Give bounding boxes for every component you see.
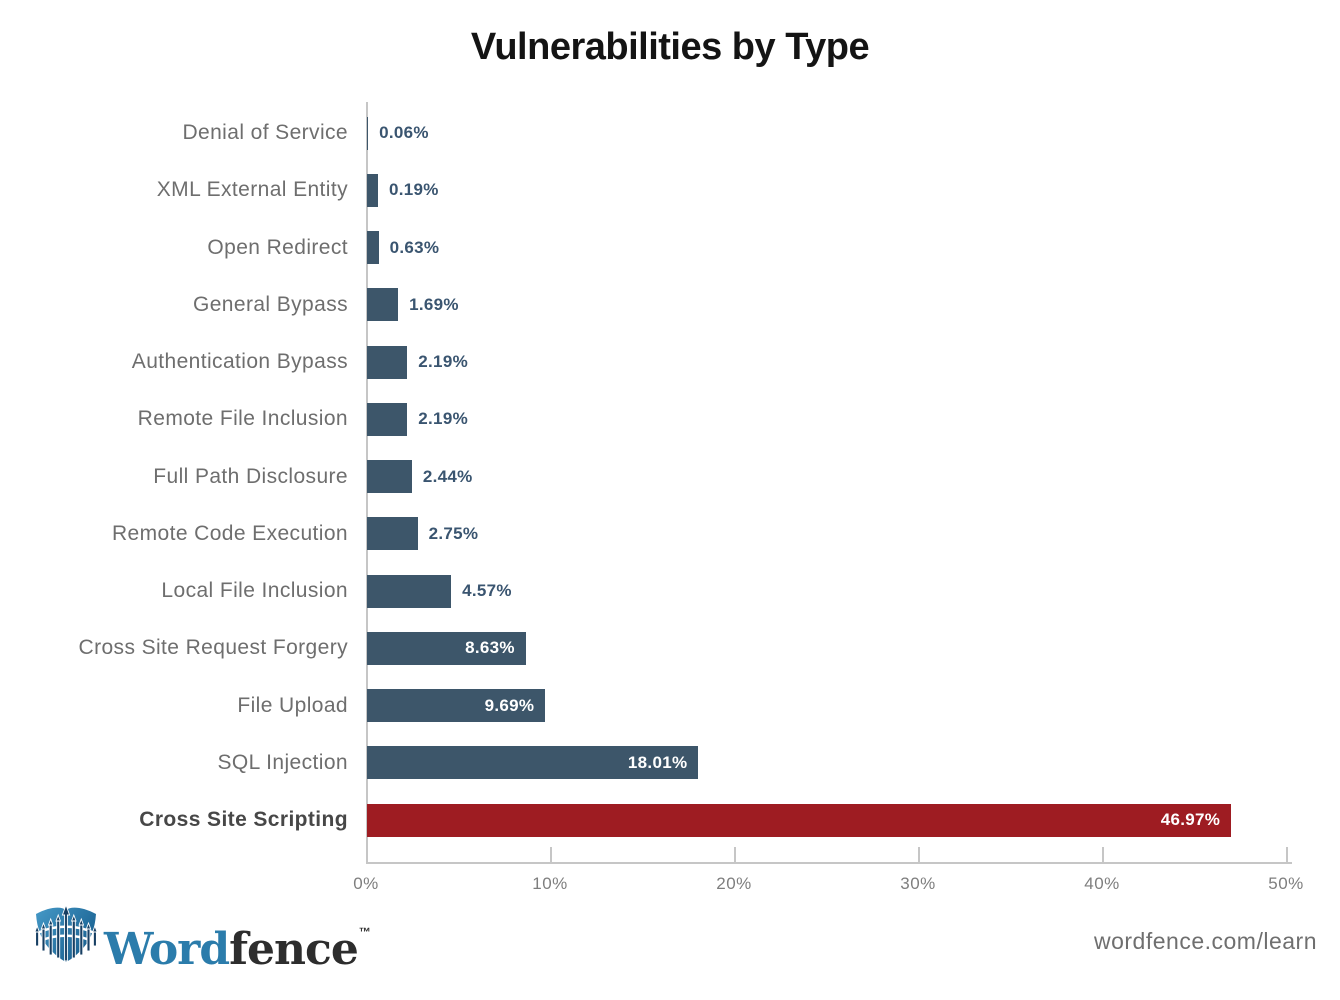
x-tick-label: 20%: [716, 874, 752, 893]
x-tick-label: 40%: [1084, 874, 1120, 893]
bar: [367, 803, 1232, 837]
bar: [367, 517, 418, 551]
category-label: Remote File Inclusion: [137, 407, 348, 431]
value-label: 18.01%: [627, 752, 688, 772]
wordfence-wordmark: Wordfence™: [104, 904, 371, 978]
x-tick-label: 50%: [1268, 874, 1304, 893]
value-label: 2.44%: [422, 466, 473, 486]
value-label: 0.63%: [389, 237, 440, 257]
category-label: Authentication Bypass: [131, 350, 348, 373]
category-label: Open Redirect: [207, 235, 348, 259]
x-tick-label: 0%: [353, 874, 379, 893]
x-tick: [550, 847, 552, 862]
wordfence-shield-fence-icon: [33, 904, 99, 962]
bar: [367, 116, 369, 150]
x-tick: [1102, 847, 1104, 862]
bar: [367, 631, 526, 665]
page-title: Vulnerabilities by Type: [470, 26, 870, 68]
value-label: 1.69%: [409, 294, 459, 314]
bar: [367, 345, 408, 379]
bar: [367, 402, 408, 436]
category-label: Remote Code Execution: [111, 521, 348, 545]
bar-chart: Denial of Service 0.06% XML External Entit…: [0, 95, 1340, 905]
brand-word: Word: [104, 924, 230, 975]
x-tick: [1286, 847, 1288, 862]
category-label: File Upload: [237, 693, 348, 717]
x-tick: [918, 847, 920, 862]
footer: Wordfence™ wordfence.com/learn: [0, 900, 1340, 1000]
wordfence-logo: Wordfence™: [33, 904, 371, 978]
value-label: 0.19%: [389, 180, 439, 200]
category-label: XML External Entity: [156, 178, 348, 202]
category-label: Full Path Disclosure: [153, 464, 348, 488]
value-label: 2.19%: [418, 409, 468, 429]
bar: [367, 173, 378, 207]
bar: [367, 689, 546, 722]
category-label: SQL Injection: [217, 750, 348, 774]
value-label: 8.63%: [465, 638, 515, 658]
bar: [367, 746, 699, 780]
footer-url: wordfence.com/learn: [1094, 928, 1317, 954]
x-tick-label: 30%: [900, 874, 936, 893]
value-label: 46.97%: [1160, 810, 1221, 829]
category-label: Cross Site Scripting: [139, 808, 348, 831]
value-label: 0.06%: [379, 123, 429, 142]
value-label: 2.19%: [418, 352, 468, 371]
x-tick: [734, 847, 736, 862]
bar: [367, 288, 399, 322]
category-label: General Bypass: [192, 292, 348, 316]
category-label: Cross Site Request Forgery: [78, 636, 348, 660]
category-label: Local File Inclusion: [161, 579, 348, 602]
value-label: 4.57%: [462, 581, 512, 600]
bar: [367, 460, 412, 493]
bar: [367, 231, 379, 264]
bar: [367, 574, 452, 608]
trademark-symbol: ™: [358, 925, 371, 939]
brand-fence: fence: [229, 924, 359, 975]
category-label: Denial of Service: [182, 121, 348, 144]
x-tick-label: 10%: [532, 874, 568, 893]
x-axis-line: [366, 862, 1292, 864]
value-label: 9.69%: [484, 695, 535, 715]
value-label: 2.75%: [428, 523, 479, 543]
